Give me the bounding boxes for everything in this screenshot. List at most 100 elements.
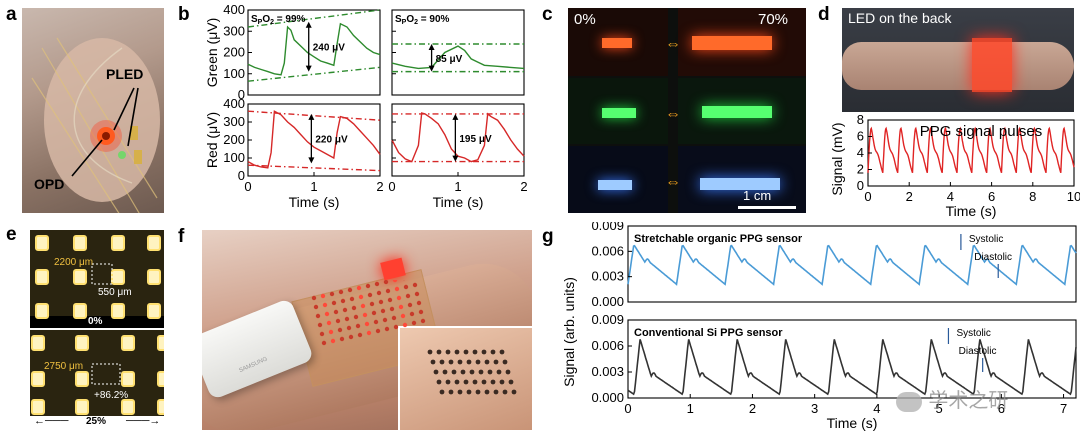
y-axis-label: Signal (arb. units) (561, 277, 577, 387)
green-led-70pct (678, 78, 806, 144)
strain-bar-top (30, 316, 164, 328)
inset-dot (502, 359, 508, 365)
panel-g-charts: 0.000 0.003 0.006 0.009 Stretchable organic … (561, 222, 1077, 431)
gap-label-bottom: +86.2% (94, 390, 129, 401)
red-led-strip (602, 38, 632, 48)
panel-label-f: f (178, 226, 185, 247)
sensor-wiring (31, 37, 158, 213)
inset-dot (436, 349, 442, 355)
x-tick-label: 10 (1067, 189, 1080, 204)
pitch-label-bottom: 2750 μm (44, 361, 84, 372)
x-tick-label: 6 (988, 189, 995, 204)
amplitude-label: 240 μV (313, 43, 346, 54)
y-tick-label: 300 (223, 23, 245, 38)
micro-led (147, 303, 161, 319)
sensor-dot (362, 312, 368, 318)
panel-a-photo: PLED OPD (22, 8, 164, 213)
inset-dot (478, 369, 484, 375)
y-axis-label: Green (μV) (204, 18, 220, 88)
y-tick-label: 0.000 (591, 390, 624, 405)
series-line (391, 45, 525, 70)
y-tick-label: 0.006 (591, 338, 624, 353)
pitch-label-top: 2200 μm (54, 257, 94, 268)
sensor-dot (337, 327, 343, 333)
sensor-dot (396, 295, 402, 301)
systolic-label: Systolic (956, 328, 990, 339)
sensor-dot (382, 317, 388, 323)
green-led-strip (602, 108, 636, 118)
sensor-dot (391, 315, 397, 321)
inset-dot (484, 359, 490, 365)
panel-label-a: a (6, 4, 17, 25)
sensor-dot (375, 328, 381, 334)
micro-led (73, 303, 87, 319)
sensor-led-array (311, 280, 426, 346)
sensor-dot (347, 287, 353, 293)
sensor-dot (313, 304, 319, 310)
panel-e-top: 2200 μm 550 μm 0% (30, 230, 164, 328)
scale-bar (738, 206, 796, 209)
arrow-head (305, 21, 312, 28)
arrow-head (308, 113, 315, 120)
inset-dot (430, 359, 436, 365)
micro-led (121, 335, 135, 351)
micro-led (111, 269, 125, 285)
sensor-dot (411, 320, 417, 326)
micro-led (35, 235, 49, 251)
inset-closeup (398, 326, 532, 430)
sensor-dot (356, 285, 362, 291)
sensor-dot (335, 318, 341, 324)
inset-dot (466, 359, 472, 365)
sensor-dot (333, 309, 339, 315)
inset-dot (436, 379, 442, 385)
series-line (867, 126, 1075, 174)
sensor-dot (320, 293, 326, 299)
panel-e-led-grid (31, 235, 164, 415)
strain-label-top: 0% (88, 316, 103, 327)
micro-led (35, 269, 49, 285)
y-tick-label: 400 (223, 96, 245, 111)
sensor-dot (321, 340, 327, 346)
x-tick-label: 0 (388, 179, 395, 194)
micro-led (121, 371, 135, 387)
sensor-dot (311, 295, 317, 301)
inset-dot (505, 369, 511, 375)
inset-dot (463, 349, 469, 355)
inset-dot (466, 389, 472, 395)
inset-dot (448, 389, 454, 395)
sensor-dot (338, 289, 344, 295)
sensor-dot (369, 301, 375, 307)
inset-dot (493, 359, 499, 365)
y-tick-label: 0.009 (591, 312, 624, 327)
inset-dot (445, 349, 451, 355)
chart-title: Conventional Si PPG sensor (634, 327, 783, 339)
chart-g-si: 0.000 0.003 0.006 0.009 0 1 2 3 4 5 6 7 Time (s) Conv… (561, 277, 1077, 431)
micro-led (75, 399, 89, 415)
micro-led (73, 235, 87, 251)
panel-f-photo: SAMSUNG (202, 230, 532, 430)
micro-led (157, 335, 164, 351)
inset-dot (427, 349, 433, 355)
blue-led-0pct (568, 146, 668, 213)
micro-led (157, 399, 164, 415)
y-tick-label: 0.006 (591, 243, 624, 258)
sensor-dot (394, 286, 400, 292)
sensor-dot (365, 283, 371, 289)
sensor-dot (398, 304, 404, 310)
y-tick-label: 400 (223, 2, 245, 17)
sensor-dot (387, 297, 393, 303)
sensor-dot (330, 338, 336, 344)
inset-dot (463, 379, 469, 385)
y-tick-label: 200 (223, 45, 245, 60)
series-line (247, 110, 381, 169)
inset-dot (511, 389, 517, 395)
strain-0-label: 0% (574, 11, 596, 28)
sensor-dot (364, 321, 370, 327)
x-axis-label: Time (s) (827, 415, 878, 431)
contact-pad-2 (134, 150, 142, 164)
sensor-dot (357, 332, 363, 338)
diastolic-label: Diastolic (959, 346, 997, 357)
inset-dot (493, 389, 499, 395)
x-tick-label: 2 (376, 179, 383, 194)
